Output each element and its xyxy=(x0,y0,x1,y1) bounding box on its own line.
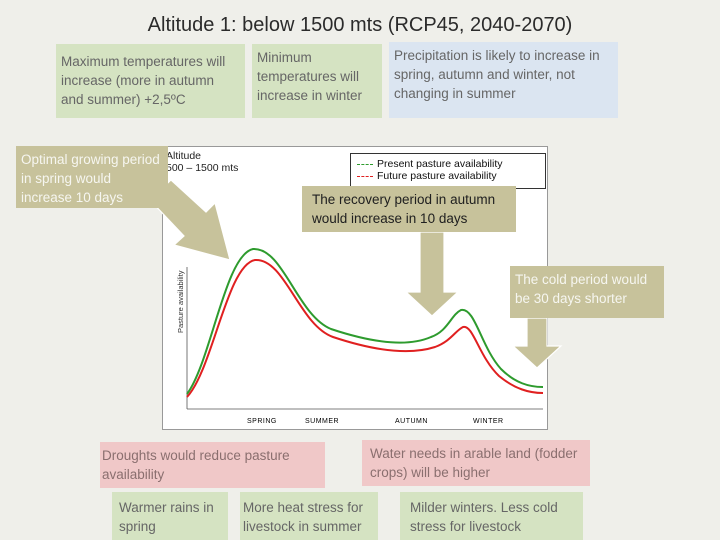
present-availability-line xyxy=(186,247,544,395)
milder-winters-box: Milder winters. Less cold stress for liv… xyxy=(400,492,583,540)
legend-swatch-future xyxy=(357,175,373,177)
chart-legend: Present pasture availability Future past… xyxy=(350,153,546,189)
season-spring: SPRING xyxy=(247,418,277,425)
legend-item-future: Future pasture availability xyxy=(357,170,539,182)
season-summer: SUMMER xyxy=(305,418,339,425)
y-axis-label: Pasture availability xyxy=(176,270,185,333)
water-needs-box: Water needs in arable land (fodder crops… xyxy=(362,440,590,486)
altitude-label: Altitude 500 – 1500 mts xyxy=(166,150,238,174)
heat-stress-box: More heat stress for livestock in summer xyxy=(240,492,378,540)
warmer-rains-box: Warmer rains in spring xyxy=(112,492,228,540)
legend-label-future: Future pasture availability xyxy=(377,170,497,182)
max-temperature-box: Maximum temperatures will increase (more… xyxy=(56,44,245,118)
legend-item-present: Present pasture availability xyxy=(357,158,539,170)
growing-period-arrow xyxy=(149,179,231,261)
droughts-box: Droughts would reduce pasture availabili… xyxy=(100,442,325,488)
recovery-period-arrow xyxy=(404,231,460,317)
page-title: Altitude 1: below 1500 mts (RCP45, 2040-… xyxy=(147,14,573,36)
cold-period-arrow xyxy=(511,317,563,369)
future-availability-line xyxy=(186,258,544,398)
altitude-label-line2: 500 – 1500 mts xyxy=(166,162,239,174)
season-autumn: AUTUMN xyxy=(395,418,428,425)
growing-period-callout: Optimal growing period in spring would i… xyxy=(16,146,168,208)
precipitation-box: Precipitation is likely to increase in s… xyxy=(389,42,618,118)
altitude-label-line1: Altitude xyxy=(166,150,202,162)
cold-period-callout: The cold period would be 30 days shorter xyxy=(510,266,664,318)
legend-label-present: Present pasture availability xyxy=(377,158,503,170)
legend-swatch-present xyxy=(357,163,373,165)
pasture-chart-svg: Pasture availability SPRING SUMMER AUTUM… xyxy=(176,247,544,425)
min-temperature-box: Minimum temperatures will increase in wi… xyxy=(252,44,382,118)
season-winter: WINTER xyxy=(473,418,504,425)
recovery-period-callout: The recovery period in autumn would incr… xyxy=(302,186,516,232)
